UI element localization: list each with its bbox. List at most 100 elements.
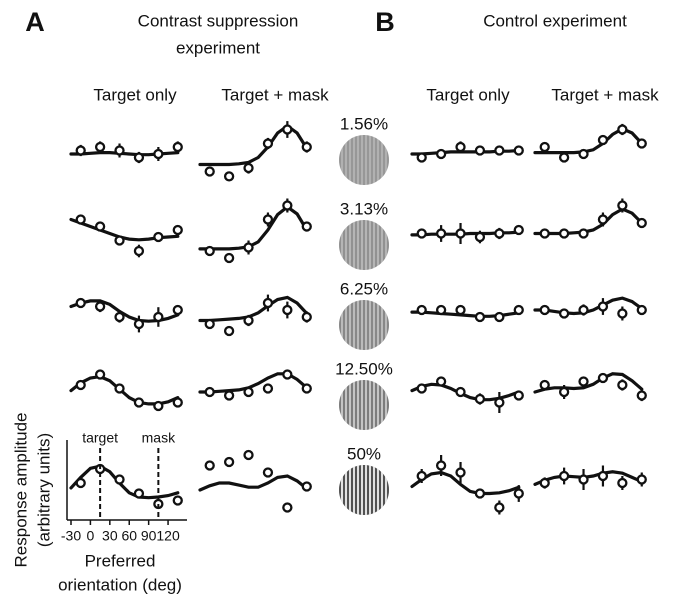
- data-point: [262, 214, 274, 225]
- data-point: [578, 304, 589, 316]
- panel-letter: A: [25, 7, 45, 37]
- stripe-light: [365, 380, 367, 430]
- stripe-light: [365, 135, 367, 185]
- stripe-light: [381, 465, 383, 515]
- stripe-dark: [379, 300, 381, 350]
- stripe-dark: [339, 380, 341, 430]
- stripe-dark: [367, 135, 369, 185]
- stripe-dark: [363, 465, 365, 515]
- stripe-light: [369, 465, 371, 515]
- stripe-light: [369, 380, 371, 430]
- stripe-light: [357, 135, 359, 185]
- data-point: [494, 397, 505, 408]
- stripe-light: [357, 300, 359, 350]
- data-point: [243, 386, 254, 398]
- stripe-dark: [355, 220, 357, 270]
- data-point: [153, 400, 164, 412]
- data-point: [282, 502, 293, 513]
- data-point: [539, 379, 550, 391]
- stripe-light: [377, 380, 379, 430]
- data-point: [597, 214, 609, 225]
- stripe-dark: [387, 300, 389, 350]
- stripe-dark: [339, 135, 341, 185]
- data-point: [617, 124, 628, 135]
- fit-curve: [533, 470, 644, 486]
- stripe-dark: [339, 220, 341, 270]
- stripe-light: [361, 380, 363, 430]
- stripe-light: [353, 380, 355, 430]
- stripe-dark: [367, 220, 369, 270]
- contrast-label: 12.50%: [335, 359, 393, 378]
- stripe-light: [365, 465, 367, 515]
- data-point: [262, 297, 274, 309]
- stripe-dark: [363, 300, 365, 350]
- data-point: [75, 214, 86, 225]
- data-point: [539, 477, 550, 489]
- y-axis-label: (arbitrary units): [34, 433, 53, 547]
- stripe-light: [389, 220, 391, 270]
- tuning-plot: [198, 369, 312, 401]
- stripe-light: [349, 380, 351, 430]
- tuning-plot: [69, 297, 183, 333]
- data-point: [301, 141, 312, 153]
- data-point: [133, 245, 145, 257]
- grating-stripes: [339, 465, 389, 515]
- stripe-light: [389, 300, 391, 350]
- data-point: [133, 397, 145, 408]
- data-point: [455, 386, 466, 398]
- tuning-plot: [69, 141, 183, 164]
- tuning-plot: [69, 463, 183, 510]
- stripe-dark: [351, 300, 353, 350]
- data-point: [513, 145, 524, 156]
- data-point: [617, 308, 628, 319]
- data-point: [578, 148, 589, 160]
- tuning-plot: [533, 372, 647, 402]
- stripe-dark: [375, 465, 377, 515]
- fit-curve: [198, 295, 309, 323]
- grating-stripes: [339, 220, 391, 270]
- data-point: [75, 477, 86, 489]
- grating: [339, 465, 389, 515]
- stripe-light: [353, 300, 355, 350]
- data-point: [617, 379, 628, 391]
- data-point: [204, 386, 215, 398]
- data-point: [114, 145, 125, 156]
- data-point: [416, 470, 427, 482]
- stripe-dark: [371, 465, 373, 515]
- data-point: [455, 467, 466, 478]
- stripe-light: [377, 300, 379, 350]
- data-point: [75, 145, 86, 156]
- data-point: [94, 221, 106, 232]
- data-point: [204, 166, 215, 177]
- tuning-plot: [410, 304, 524, 323]
- tuning-plot: [69, 214, 183, 258]
- fit-curve: [69, 464, 180, 500]
- stripe-dark: [375, 220, 377, 270]
- data-point: [223, 171, 235, 182]
- stripe-light: [345, 465, 347, 515]
- data-point: [301, 481, 312, 492]
- stripe-dark: [343, 380, 345, 430]
- stripe-dark: [379, 135, 381, 185]
- grating-disc: [339, 380, 389, 430]
- stripe-dark: [383, 135, 385, 185]
- stripe-dark: [347, 465, 349, 515]
- data-point: [597, 134, 609, 146]
- column-header: Target only: [426, 85, 510, 104]
- stripe-light: [345, 135, 347, 185]
- x-axis-label: orientation (deg): [58, 575, 182, 594]
- grating: [339, 300, 391, 350]
- data-point: [494, 311, 505, 323]
- stripe-light: [365, 220, 367, 270]
- stripe-dark: [339, 465, 341, 515]
- grating: [339, 220, 391, 270]
- stripe-dark: [347, 300, 349, 350]
- data-point: [153, 311, 164, 323]
- tuning-plot: [69, 369, 183, 412]
- x-tick-label: 0: [87, 528, 95, 544]
- stripe-light: [345, 220, 347, 270]
- data-point: [153, 148, 164, 160]
- data-point: [204, 318, 215, 330]
- stripe-dark: [355, 300, 357, 350]
